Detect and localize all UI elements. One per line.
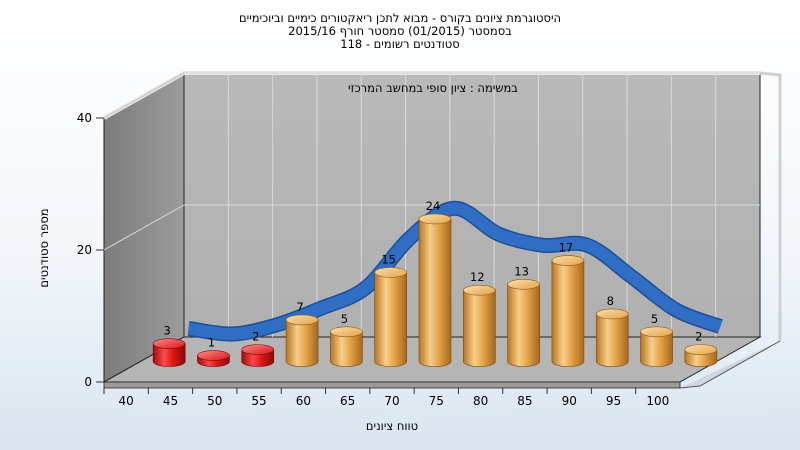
- bar-80: [507, 278, 540, 367]
- bar-90: [595, 308, 629, 367]
- bar-cap: [374, 267, 407, 278]
- chart-title-line-2: בסמסטר (01/2015) סמסטר חורף 2015/16: [288, 24, 512, 38]
- bar-cap: [640, 326, 673, 338]
- x-tick-label-85: 85: [517, 394, 532, 408]
- bar-body: [418, 218, 452, 367]
- bar-cap: [285, 314, 319, 326]
- x-tick-label-70: 70: [384, 394, 399, 408]
- x-tick-label-50: 50: [207, 394, 222, 408]
- inner-note: במשימה : ציון סופי במחשב המרכזי: [348, 81, 518, 95]
- bar-45: [197, 350, 230, 367]
- value-label-90: 8: [607, 294, 614, 308]
- bars-group: [152, 213, 718, 367]
- bar-body: [285, 319, 319, 367]
- value-label-100: 2: [695, 330, 702, 344]
- value-label-40: 3: [163, 324, 170, 338]
- value-label-95: 5: [651, 312, 658, 326]
- side-gridline: [103, 204, 185, 251]
- bar-body: [595, 313, 629, 367]
- bar-40: [152, 338, 186, 367]
- right-edge: [679, 340, 781, 389]
- bar-85: [551, 255, 585, 367]
- x-tick-label-65: 65: [340, 394, 355, 408]
- trend-curve: [187, 200, 723, 342]
- trend-curve-ribbon: [187, 202, 723, 340]
- x-tick-label-80: 80: [473, 394, 488, 408]
- chart-title-line-1: היסטוגרמת ציונים בקורס - מבוא לתכן ריאקט…: [239, 11, 561, 25]
- bar-100: [684, 344, 718, 367]
- bar-body: [152, 343, 186, 367]
- bar-cap: [197, 350, 230, 361]
- x-tick-label-40: 40: [119, 394, 134, 408]
- x-tick-label-45: 45: [163, 394, 178, 408]
- floor-front-edge: [103, 381, 681, 389]
- y-axis-ticks: 0 20 40: [77, 111, 104, 389]
- bar-cap: [684, 344, 718, 355]
- bar-95: [640, 326, 673, 367]
- right-rim: [759, 71, 782, 341]
- x-tick-label-100: 100: [646, 394, 669, 408]
- value-label-60: 5: [341, 312, 348, 326]
- value-label-70: 24: [426, 199, 441, 213]
- bar-body: [551, 260, 585, 367]
- x-tick-label-60: 60: [296, 394, 311, 408]
- bar-cap: [595, 308, 629, 320]
- y-tick-label-0: 0: [84, 375, 92, 389]
- x-tick-label-75: 75: [429, 394, 444, 408]
- bar-cap: [152, 338, 186, 349]
- x-axis-title: טווח ציונים: [366, 419, 418, 433]
- y-tick-label-40: 40: [77, 111, 92, 125]
- value-label-65: 15: [381, 252, 396, 266]
- bar-cap: [463, 284, 496, 296]
- x-tick-label-90: 90: [562, 394, 577, 408]
- bar-body: [374, 272, 407, 367]
- bar-body: [640, 331, 673, 367]
- value-label-75: 12: [470, 270, 485, 284]
- bar-cap: [551, 255, 585, 266]
- bar-body: [507, 283, 540, 367]
- x-tick-label-95: 95: [606, 394, 621, 408]
- bar-70: [418, 213, 452, 367]
- x-tick-label-55: 55: [251, 394, 266, 408]
- bar-body: [330, 331, 363, 367]
- bar-cap: [418, 213, 452, 225]
- bar-cap: [330, 326, 363, 338]
- value-label-50: 2: [252, 330, 259, 344]
- value-label-55: 7: [296, 300, 303, 314]
- x-axis-ticks: 40 45 50 55 60 65 70 75 80 85 90 95 100: [103, 388, 669, 408]
- bar-60: [330, 326, 363, 367]
- bar-55: [285, 314, 319, 367]
- bar-cap: [507, 278, 540, 290]
- value-label-85: 17: [559, 241, 574, 255]
- value-label-45: 1: [208, 336, 215, 350]
- bar-65: [374, 267, 407, 367]
- y-axis-title: מספר סטודנטים: [37, 208, 51, 287]
- bar-50: [241, 344, 275, 367]
- bar-75: [463, 284, 496, 367]
- side-gridline: [103, 72, 185, 119]
- y-tick-label-20: 20: [77, 243, 92, 257]
- bar-body: [463, 289, 496, 367]
- bar-cap: [241, 344, 275, 355]
- chart-title-line-3: סטודנטים רשומים - 118: [340, 37, 459, 51]
- value-label-80: 13: [514, 264, 529, 278]
